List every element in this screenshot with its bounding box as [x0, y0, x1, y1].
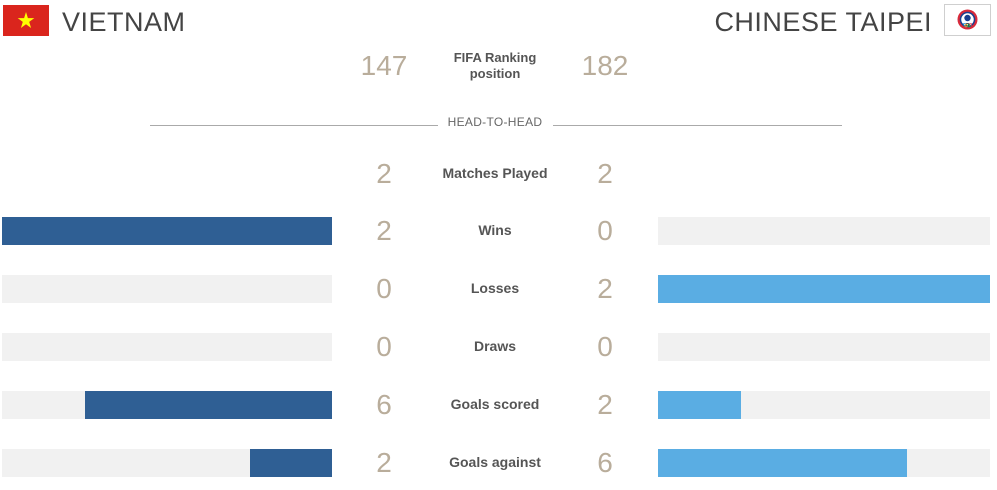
home-stat-value: 2 — [376, 158, 392, 189]
away-bar-track — [658, 217, 990, 245]
home-bar-fill — [2, 217, 332, 245]
stat-row-goals-scored: 6 Goals scored 2 — [0, 389, 997, 421]
away-stat-value: 2 — [597, 158, 613, 189]
away-stat-value: 0 — [597, 215, 613, 246]
home-stat-value: 6 — [376, 389, 392, 420]
away-stat-value: 6 — [597, 447, 613, 478]
home-bar-track — [2, 217, 332, 245]
stat-label: Losses — [470, 280, 520, 296]
away-team-name: CHINESE TAIPEI — [714, 7, 932, 37]
home-bar-track — [2, 275, 332, 303]
home-bar-fill — [249, 449, 332, 477]
home-team-name: VIETNAM — [62, 7, 186, 37]
stat-label: Goals scored — [450, 396, 540, 412]
chinese-taipei-olympic-flag-icon — [944, 4, 991, 36]
away-bar-fill — [658, 449, 907, 477]
away-bar-track — [658, 449, 990, 477]
stat-label: Draws — [473, 338, 517, 354]
home-bar-track — [2, 333, 332, 361]
stat-row-goals-against: 2 Goals against 6 — [0, 447, 997, 479]
vietnam-flag-icon — [3, 5, 49, 36]
home-stat-value: 0 — [376, 331, 392, 362]
away-fifa-ranking: 182 — [581, 50, 629, 81]
home-bar-track — [2, 391, 332, 419]
away-bar-track — [658, 333, 990, 361]
stat-label: Wins — [478, 222, 512, 238]
stat-row-wins: 2 Wins 0 — [0, 215, 997, 247]
fifa-ranking-label: FIFA Ranking position — [453, 50, 537, 81]
away-bar-fill — [658, 391, 741, 419]
stat-label: Matches Played — [442, 165, 548, 181]
away-bar-track — [658, 275, 990, 303]
divider-right — [553, 125, 842, 126]
stat-row-matches-played: 2 Matches Played 2 — [0, 158, 997, 190]
home-stat-value: 2 — [376, 215, 392, 246]
stat-row-losses: 0 Losses 2 — [0, 273, 997, 305]
divider-left — [150, 125, 438, 126]
home-bar-track — [2, 449, 332, 477]
away-stat-value: 2 — [597, 389, 613, 420]
head-to-head-title: HEAD-TO-HEAD — [447, 115, 543, 129]
stat-label: Goals against — [449, 454, 541, 470]
away-bar-track — [658, 391, 990, 419]
home-stat-value: 0 — [376, 273, 392, 304]
home-stat-value: 2 — [376, 447, 392, 478]
home-bar-fill — [84, 391, 332, 419]
home-fifa-ranking: 147 — [360, 50, 408, 81]
away-stat-value: 0 — [597, 331, 613, 362]
stat-row-draws: 0 Draws 0 — [0, 331, 997, 363]
away-stat-value: 2 — [597, 273, 613, 304]
away-bar-fill — [658, 275, 990, 303]
